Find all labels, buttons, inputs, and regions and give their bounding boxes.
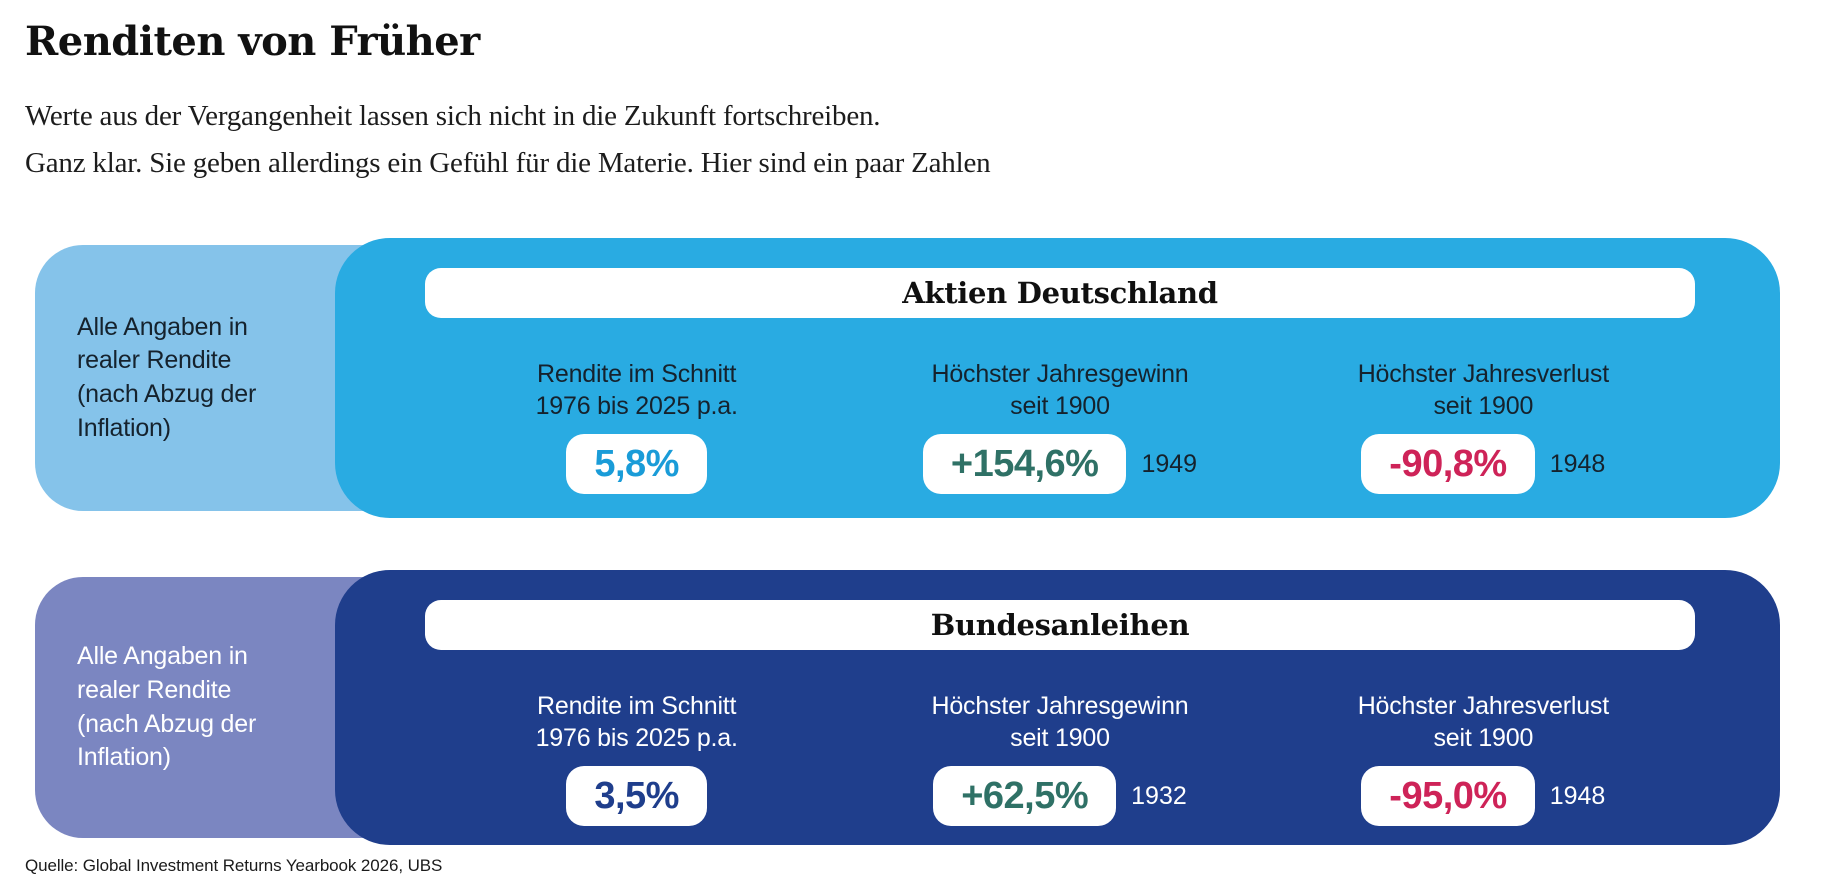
stat-label: Rendite im Schnitt 1976 bis 2025 p.a.	[535, 692, 738, 752]
bonds-note-text: Alle Angaben in realer Rendite (nach Abz…	[77, 642, 257, 772]
stocks-card: Alle Angaben in realer Rendite (nach Abz…	[35, 238, 1780, 518]
stat-value: +154,6%	[950, 442, 1099, 485]
stat-label: Höchster Jahresgewinn seit 1900	[931, 360, 1189, 420]
stocks-note-text: Alle Angaben in realer Rendite (nach Abz…	[77, 312, 257, 442]
stat-label: Höchster Jahresverlust seit 1900	[1357, 692, 1609, 752]
stat-label: Höchster Jahresverlust seit 1900	[1357, 360, 1609, 420]
bonds-header-pill: Bundesanleihen	[425, 600, 1695, 650]
stat-value: +62,5%	[961, 774, 1089, 817]
stat-value: 5,8%	[594, 442, 679, 485]
bonds-stat-average: Rendite im Schnitt 1976 bis 2025 p.a. 3,…	[425, 690, 848, 826]
stat-value-row: +154,6% 1949	[848, 434, 1271, 494]
stat-label: Höchster Jahresgewinn seit 1900	[931, 692, 1189, 752]
stat-year: 1948	[1549, 781, 1606, 810]
subtitle-line-1: Werte aus der Vergangenheit lassen sich …	[25, 100, 881, 132]
stat-year: 1949	[1141, 449, 1198, 478]
subtitle-line-2: Ganz klar. Sie geben allerdings ein Gefü…	[25, 147, 991, 179]
source-note: Quelle: Global Investment Returns Yearbo…	[25, 856, 443, 875]
stat-value: -95,0%	[1389, 774, 1507, 817]
stat-value-row: -95,0% 1948	[1272, 766, 1695, 826]
stat-value-row: -90,8% 1948	[1272, 434, 1695, 494]
stat-year: 1948	[1549, 449, 1606, 478]
page-title: Renditen von Früher	[25, 18, 480, 65]
stat-label: Rendite im Schnitt 1976 bis 2025 p.a.	[535, 360, 738, 420]
stat-value-row: +62,5% 1932	[848, 766, 1271, 826]
stocks-stat-max-gain: Höchster Jahresgewinn seit 1900 +154,6% …	[848, 358, 1271, 494]
stocks-stat-max-loss: Höchster Jahresverlust seit 1900 -90,8% …	[1272, 358, 1695, 494]
stocks-main-panel: Aktien Deutschland Rendite im Schnitt 19…	[335, 238, 1780, 518]
bonds-stat-max-loss: Höchster Jahresverlust seit 1900 -95,0% …	[1272, 690, 1695, 826]
bonds-card: Alle Angaben in realer Rendite (nach Abz…	[35, 570, 1780, 845]
stocks-stats-row: Rendite im Schnitt 1976 bis 2025 p.a. 5,…	[425, 358, 1695, 494]
stat-year: 1932	[1131, 781, 1187, 810]
value-pill: -95,0%	[1361, 766, 1535, 826]
value-pill: +62,5%	[933, 766, 1117, 826]
stocks-stat-average: Rendite im Schnitt 1976 bis 2025 p.a. 5,…	[425, 358, 848, 494]
bonds-stats-row: Rendite im Schnitt 1976 bis 2025 p.a. 3,…	[425, 690, 1695, 826]
value-pill: +154,6%	[922, 434, 1127, 494]
bonds-main-panel: Bundesanleihen Rendite im Schnitt 1976 b…	[335, 570, 1780, 845]
value-pill: 3,5%	[566, 766, 707, 826]
value-pill: 5,8%	[566, 434, 707, 494]
value-pill: -90,8%	[1361, 434, 1535, 494]
stat-value: -90,8%	[1389, 442, 1507, 485]
stocks-header-pill: Aktien Deutschland	[425, 268, 1695, 318]
bonds-stat-max-gain: Höchster Jahresgewinn seit 1900 +62,5% 1…	[848, 690, 1271, 826]
stocks-header-label: Aktien Deutschland	[902, 276, 1218, 310]
stat-value-row: 5,8%	[425, 434, 848, 494]
stat-value: 3,5%	[594, 774, 679, 817]
stat-value-row: 3,5%	[425, 766, 848, 826]
bonds-header-label: Bundesanleihen	[930, 608, 1190, 642]
